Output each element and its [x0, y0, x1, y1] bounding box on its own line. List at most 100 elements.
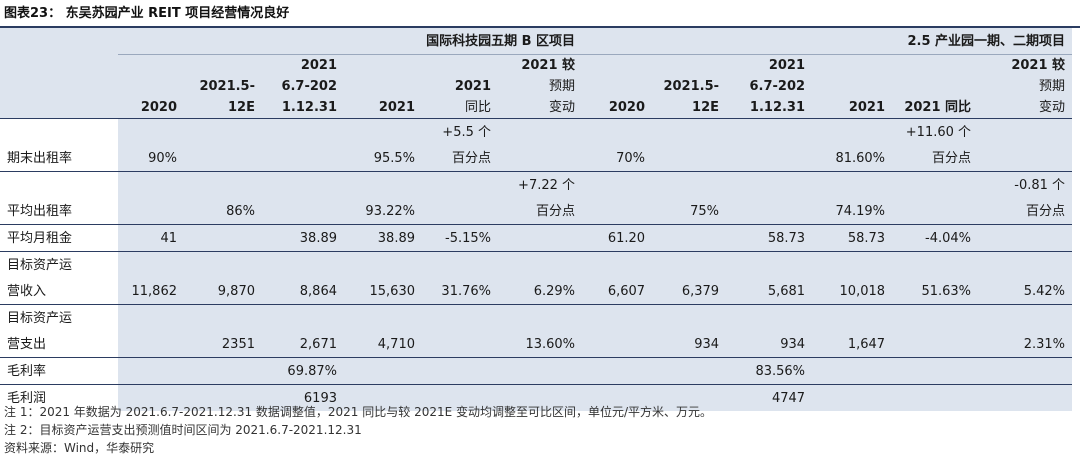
- column-header-cell: [812, 76, 893, 97]
- table-cell: [422, 357, 498, 385]
- table-cell: [184, 357, 262, 385]
- table-cell: [344, 118, 422, 145]
- table-cell: [184, 304, 262, 331]
- table-cell: [344, 357, 422, 385]
- column-header-cell: 2021: [262, 54, 344, 76]
- table-row: +5.5 个 +11.60 个: [0, 118, 1073, 145]
- table-cell: [118, 198, 184, 225]
- table-cell: -5.15%: [422, 224, 498, 252]
- column-header-cell: [0, 76, 118, 97]
- footnotes: 注 1：2021 年数据为 2021.6.7-2021.12.31 数据调整值，…: [4, 403, 712, 457]
- column-header-row1: 2021 2021 较 2021 2021 较: [0, 54, 1073, 76]
- column-header-cell: [422, 54, 498, 76]
- table-cell: [652, 384, 727, 411]
- operations-table: 国际科技园五期 B 区项目 2.5 产业园一期、二期项目 2021 2021 较 202…: [0, 28, 1073, 411]
- table-cell: [344, 304, 422, 331]
- table-cell: 61.20: [582, 224, 653, 252]
- table-cell: [422, 384, 498, 411]
- table-cell: [422, 304, 498, 331]
- table-row: 毛利率 69.87% 83.56%: [0, 357, 1073, 385]
- table-cell: [582, 118, 653, 145]
- table-cell: [978, 145, 1073, 172]
- column-header-cell: 预期: [498, 76, 583, 97]
- table-cell: [118, 304, 184, 331]
- table-cell: 58.73: [812, 224, 893, 252]
- source-note: 资料来源：Wind，华泰研究: [4, 441, 155, 455]
- table-cell: [726, 171, 813, 198]
- table-cell: 934: [726, 331, 813, 358]
- table-cell: [498, 251, 583, 278]
- table-cell: 10,018: [812, 278, 893, 305]
- table-cell: 2,671: [262, 331, 344, 358]
- table-cell: [118, 251, 184, 278]
- column-header-cell: 2021: [812, 97, 893, 119]
- column-header-cell: 2021 同比: [892, 97, 979, 119]
- table-cell: [652, 171, 727, 198]
- table-cell: [652, 224, 727, 252]
- title-divider: [0, 26, 1080, 28]
- column-header-cell: 变动: [498, 97, 583, 119]
- row-label: 营收入: [7, 283, 47, 299]
- table-cell: 13.60%: [498, 331, 583, 358]
- table-cell: 2351: [184, 331, 262, 358]
- row-label: 目标资产运: [0, 304, 118, 331]
- table-row: 毛利润 6193 4747: [0, 384, 1073, 411]
- group-header-row: 国际科技园五期 B 区项目 2.5 产业园一期、二期项目: [0, 28, 1073, 55]
- column-header-cell: 12E: [184, 97, 262, 119]
- table-cell: [118, 357, 184, 385]
- table-cell: [892, 251, 979, 278]
- table-row: 平均月租金 41 38.89 38.89 -5.15% 61.20 58.73 58.73 -4…: [0, 224, 1073, 252]
- table-cell: 4,710: [344, 331, 422, 358]
- column-header-cell: 1.12.31: [726, 97, 813, 119]
- footnote-2: 注 2：目标资产运营支出预测值时间区间为 2021.6.7-2021.12.31: [4, 423, 362, 437]
- column-header-cell: [118, 76, 184, 97]
- table-cell: [184, 171, 262, 198]
- table-cell: [652, 304, 727, 331]
- table-cell: [118, 331, 184, 358]
- column-header-cell: 2021: [422, 76, 498, 97]
- column-header-cell: 6.7-202: [262, 76, 344, 97]
- column-header-cell: [812, 54, 893, 76]
- column-header-cell: 同比: [422, 97, 498, 119]
- table-cell: [892, 331, 979, 358]
- table-cell: [422, 198, 498, 225]
- corner-cell: [0, 28, 118, 55]
- table-cell: [582, 304, 653, 331]
- column-header-cell: 2021: [726, 54, 813, 76]
- table-cell: 93.22%: [344, 198, 422, 225]
- row-label: [0, 171, 118, 198]
- table-cell: [184, 145, 262, 172]
- figure-title: 图表23： 东吴苏园产业 REIT 项目经营情况良好: [4, 6, 290, 21]
- table-cell: [582, 384, 653, 411]
- table-cell: [184, 251, 262, 278]
- table-cell: 8,864: [262, 278, 344, 305]
- table-cell: [892, 357, 979, 385]
- table-cell: [498, 384, 583, 411]
- table-cell: 9,870: [184, 278, 262, 305]
- column-header-cell: 6.7-202: [726, 76, 813, 97]
- table-row: +7.22 个 -0.81 个: [0, 171, 1073, 198]
- table-cell: +5.5 个: [422, 118, 498, 145]
- table-cell: 6,379: [652, 278, 727, 305]
- table-cell: [726, 145, 813, 172]
- table-cell: [422, 251, 498, 278]
- table-cell: 74.19%: [812, 198, 893, 225]
- table-cell: 1,647: [812, 331, 893, 358]
- table-cell: 百分点: [422, 145, 498, 172]
- table-cell: 70%: [582, 145, 653, 172]
- table-row: 营支出 2351 2,671 4,710 13.60% 934 934 1,647 2.31%: [0, 331, 1073, 358]
- table-cell: [344, 251, 422, 278]
- table-cell: 6.29%: [498, 278, 583, 305]
- table-cell: 81.60%: [812, 145, 893, 172]
- table-cell: [652, 118, 727, 145]
- table-cell: [812, 171, 893, 198]
- row-label: 平均出租率: [7, 203, 73, 219]
- table-cell: 6193: [262, 384, 344, 411]
- table-cell: 31.76%: [422, 278, 498, 305]
- table-cell: -0.81 个: [978, 171, 1073, 198]
- table-cell: 4747: [726, 384, 813, 411]
- table-cell: [726, 251, 813, 278]
- table-cell: 百分点: [498, 198, 583, 225]
- table-cell: [726, 118, 813, 145]
- table-cell: [652, 251, 727, 278]
